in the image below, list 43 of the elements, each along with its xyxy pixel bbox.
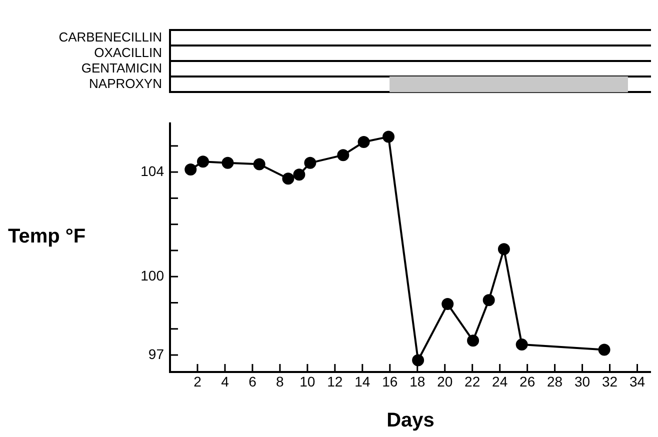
x-tick-label: 26 xyxy=(520,373,536,390)
y-tick-label: 97 xyxy=(148,346,164,362)
point xyxy=(358,136,370,148)
y-tick-label: GENTAMICIN xyxy=(81,60,162,76)
x-tick-label: 32 xyxy=(602,373,618,390)
x-tick-label: 24 xyxy=(492,373,508,390)
y-tick-label: CARBENECILLIN xyxy=(58,29,162,44)
point xyxy=(282,172,294,185)
x-tick-label: 14 xyxy=(354,373,370,390)
point xyxy=(516,338,528,351)
x-tick-label: 4 xyxy=(221,373,230,390)
y-tick-label: 104 xyxy=(140,162,164,179)
point xyxy=(196,156,209,168)
y-axis-title: Temp °F xyxy=(8,226,86,248)
point xyxy=(412,354,424,366)
point xyxy=(253,158,266,170)
point xyxy=(222,156,234,169)
point xyxy=(498,243,510,256)
x-tick-label: 28 xyxy=(547,373,563,390)
point xyxy=(337,149,350,162)
point xyxy=(598,344,610,356)
point xyxy=(184,163,197,176)
x-tick-label: 8 xyxy=(276,373,284,390)
point xyxy=(467,334,480,347)
x-tick-label: 2 xyxy=(194,373,202,390)
x-tick-label: 18 xyxy=(410,373,426,390)
x-tick-label: 20 xyxy=(437,373,453,390)
x-tick-label: 10 xyxy=(300,373,316,390)
x-tick-label: 12 xyxy=(327,373,343,390)
point xyxy=(482,294,495,306)
y-tick-label: OXACILLIN xyxy=(94,44,162,60)
x-tick-label: 34 xyxy=(629,373,646,390)
point xyxy=(442,298,454,310)
y-tick-label: NAPROXYN xyxy=(89,76,162,92)
x-tick-label: 30 xyxy=(574,373,590,390)
point xyxy=(382,130,395,143)
point xyxy=(304,156,316,169)
x-tick-label: 6 xyxy=(248,373,257,390)
x-tick-label: 22 xyxy=(464,373,480,390)
x-tick-label: 16 xyxy=(382,373,398,390)
x-axis-title: Days xyxy=(386,410,434,432)
point xyxy=(293,168,306,181)
y-tick-label: 100 xyxy=(140,267,164,284)
